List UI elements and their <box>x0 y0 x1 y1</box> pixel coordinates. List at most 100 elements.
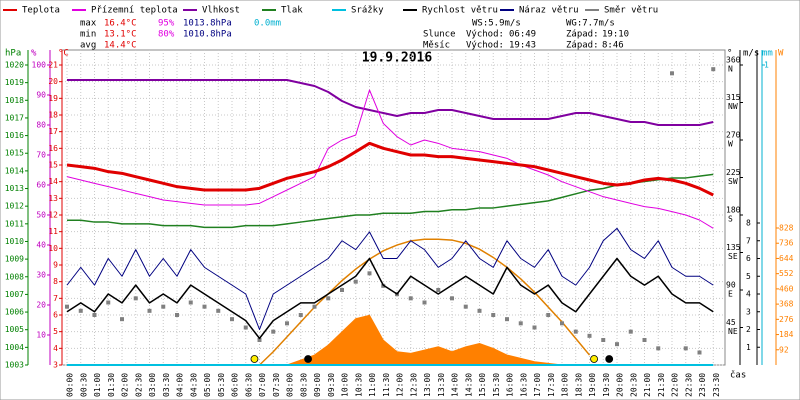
direction-point <box>532 325 537 330</box>
axis-unit: % <box>31 49 37 59</box>
x-tick-label: 20:00 <box>616 373 625 397</box>
x-tick-label: 22:00 <box>671 373 680 397</box>
x-tick-label: 22:30 <box>684 373 693 397</box>
direction-point <box>546 313 551 317</box>
direction-point <box>408 296 413 301</box>
legend-label: Přízemní teplota <box>91 6 178 16</box>
direction-point <box>436 288 441 292</box>
y-tick-label: 50 <box>36 211 46 220</box>
y-tick-label: 1019 <box>5 78 24 87</box>
y-tick-label: 60 <box>36 181 46 190</box>
stat-label: min <box>80 30 96 40</box>
y-tick-label: 1018 <box>5 96 24 105</box>
x-tick-label: 02:00 <box>121 373 130 397</box>
direction-point <box>175 313 179 317</box>
y-tick-label: 18 <box>48 111 58 120</box>
x-tick-label: 02:30 <box>134 373 143 397</box>
y-tick-label: 12 <box>48 211 58 220</box>
sun-set-label: Západ: <box>566 30 599 40</box>
x-tick-label: 12:30 <box>409 373 418 397</box>
y-tick-label: 2 <box>746 325 751 334</box>
x-tick-label: 12:00 <box>396 373 405 397</box>
y-tick-label: 5 <box>53 327 58 336</box>
y-tick-label: 4 <box>53 344 58 353</box>
x-tick-label: 13:00 <box>423 373 432 397</box>
direction-point <box>120 317 124 322</box>
y-tick-label: 17 <box>48 127 58 136</box>
direction-point <box>615 342 619 347</box>
moon-set-label: Západ: <box>566 41 599 51</box>
direction-point <box>106 300 111 305</box>
direction-point <box>560 321 564 326</box>
x-tick-label: 20:30 <box>629 373 638 397</box>
x-tick-label: 10:30 <box>354 373 363 397</box>
y-tick-label: 1016 <box>5 131 24 140</box>
stat-label: avg <box>80 41 96 51</box>
y-tick-label: 9 <box>53 261 58 270</box>
y-tick-label: 8 <box>53 277 58 286</box>
direction-point <box>587 333 592 338</box>
area <box>286 314 590 366</box>
y-tick-label: 1006 <box>5 308 24 317</box>
x-tick-label: 03:00 <box>148 373 157 397</box>
y-tick-label: 21 <box>48 61 58 70</box>
x-axis-label: čas <box>730 370 746 381</box>
direction-point <box>670 71 674 76</box>
direction-point <box>518 321 523 326</box>
y-tick-label: 90 <box>36 91 46 100</box>
direction-point <box>133 296 138 301</box>
y-tick-label: 736 <box>779 239 794 248</box>
y-tick-label: 1011 <box>5 219 24 228</box>
x-tick-label: 16:30 <box>519 373 528 397</box>
y-tick-label: 1003 <box>5 361 24 370</box>
y-tick-label: 460 <box>779 284 794 293</box>
x-tick-label: 11:00 <box>368 373 377 397</box>
axis-unit: °C <box>58 49 69 59</box>
direction-point <box>243 325 248 330</box>
y-tick-label: 19 <box>48 94 58 103</box>
legend-label: Náraz větru <box>519 6 579 16</box>
wind-speed-stat: WS:5.9m/s <box>472 19 521 29</box>
y-tick-label: 368 <box>779 300 794 309</box>
line <box>67 79 714 126</box>
direction-point <box>340 288 344 292</box>
x-tick-label: 17:00 <box>533 373 542 397</box>
y-tick-label: 100 <box>32 61 47 70</box>
direction-point <box>505 317 509 322</box>
compass-label: SW <box>728 177 738 186</box>
x-tick-label: 04:00 <box>176 373 185 397</box>
line <box>66 89 714 229</box>
y-tick-label: 225 <box>726 168 741 177</box>
direction-point <box>188 300 193 305</box>
direction-point <box>697 350 702 355</box>
line <box>66 141 714 197</box>
x-tick-label: 07:30 <box>272 373 281 397</box>
y-tick-label: 80 <box>36 121 46 130</box>
y-tick-label: 1012 <box>5 202 24 211</box>
x-tick-label: 18:00 <box>561 373 570 397</box>
x-tick-label: 23:00 <box>698 373 707 397</box>
y-tick-label: 1020 <box>5 61 24 70</box>
y-tick-label: 1014 <box>5 166 24 175</box>
compass-label: SE <box>728 252 738 261</box>
line <box>66 227 714 330</box>
direction-point <box>65 304 69 309</box>
y-tick-label: 1015 <box>5 149 24 158</box>
sun-rise: 06:49 <box>509 30 536 40</box>
y-tick-label: 1 <box>764 61 769 70</box>
x-tick-label: 15:00 <box>478 373 487 397</box>
x-tick-label: 04:30 <box>189 373 198 397</box>
legend-label: Tlak <box>281 6 303 16</box>
y-tick-label: 3 <box>746 307 751 316</box>
chart-title: 19.9.2016 <box>362 51 433 66</box>
y-tick-label: 1009 <box>5 255 24 264</box>
direction-point <box>491 313 496 317</box>
y-tick-label: 10 <box>48 244 58 253</box>
y-tick-label: 315 <box>726 93 741 102</box>
x-tick-label: 13:30 <box>437 373 446 397</box>
y-tick-label: 3 <box>53 361 58 370</box>
legend-label: Rychlost větru <box>422 6 498 16</box>
x-tick-label: 19:30 <box>602 373 611 397</box>
direction-point <box>257 338 262 342</box>
legend-label: Teplota <box>22 6 60 16</box>
